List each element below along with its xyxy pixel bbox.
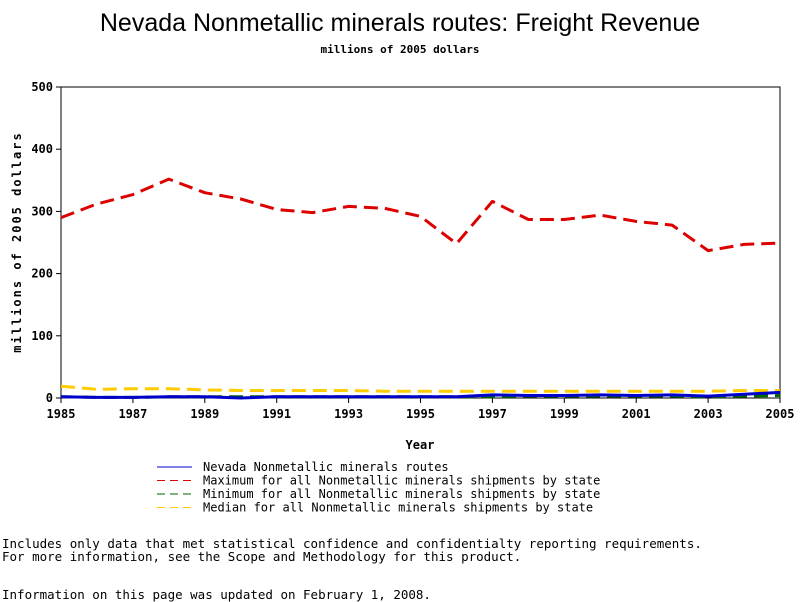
series-line-1	[60, 177, 781, 253]
x-tick-label: 2005	[766, 407, 795, 421]
x-tick-label: 2003	[694, 407, 723, 421]
x-axis: 1985 1987 1989 1991 1993 1995 1997 1999 2001 2003…	[47, 398, 795, 421]
plot-area	[60, 86, 781, 399]
y-axis-label: millions of 2005 dollars	[10, 131, 24, 352]
y-tick-label: 300	[31, 204, 53, 218]
chart-subtitle: millions of 2005 dollars	[321, 43, 480, 56]
x-tick-label: 1985	[47, 407, 76, 421]
x-tick-label: 1997	[478, 407, 507, 421]
y-tick-label: 500	[31, 80, 53, 94]
x-tick-label: 2001	[622, 407, 651, 421]
confidence-note: Includes only data that met statistical …	[2, 536, 702, 551]
legend-label-0: Nevada Nonmetallic minerals routes	[203, 460, 449, 474]
y-tick-label: 200	[31, 267, 53, 281]
x-tick-label: 1989	[190, 407, 219, 421]
series-line-0	[60, 390, 781, 400]
y-tick-label: 100	[31, 329, 53, 343]
y-axis: 0 100 200 300 400 500	[31, 80, 61, 405]
updated-note: Information on this page was updated on …	[2, 587, 431, 602]
legend-label-1: Maximum for all Nonmetallic minerals shi…	[203, 474, 600, 488]
methodology-note: For more information, see the Scope and …	[2, 549, 522, 564]
x-axis-label: Year	[406, 438, 435, 452]
x-tick-label: 1987	[118, 407, 147, 421]
y-tick-label: 0	[46, 391, 53, 405]
x-tick-label: 1991	[262, 407, 291, 421]
y-tick-label: 400	[31, 142, 53, 156]
legend-label-2: Minimum for all Nonmetallic minerals shi…	[203, 487, 600, 501]
series-lines	[60, 177, 781, 400]
x-tick-label: 1999	[550, 407, 579, 421]
series-line-3	[60, 384, 780, 393]
legend: Nevada Nonmetallic minerals routesMaximu…	[157, 460, 600, 515]
chart-title: Nevada Nonmetallic minerals routes: Frei…	[100, 9, 700, 37]
legend-label-3: Median for all Nonmetallic minerals ship…	[203, 501, 593, 515]
x-tick-label: 1995	[406, 407, 435, 421]
x-tick-label: 1993	[334, 407, 363, 421]
